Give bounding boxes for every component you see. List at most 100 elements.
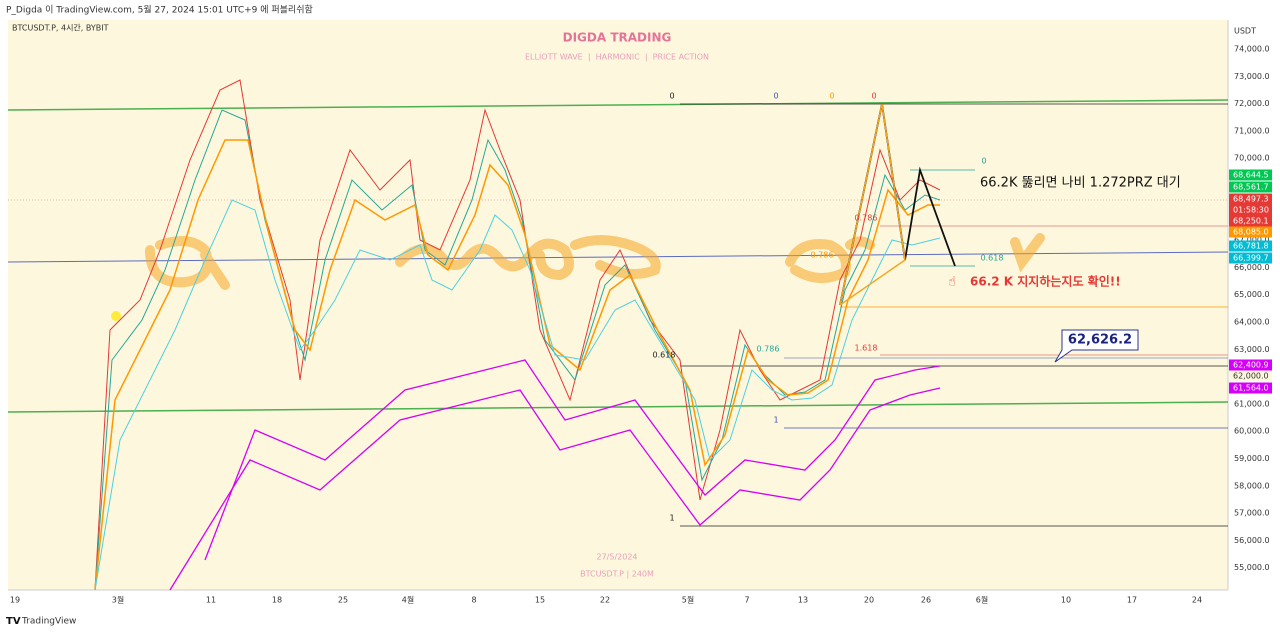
- price-tag: [1229, 193, 1272, 216]
- brand: TradingView: [21, 617, 76, 627]
- price-label: 66,000.0: [1234, 263, 1270, 272]
- marker: [111, 311, 121, 321]
- time-label: 13: [798, 596, 808, 605]
- footer: [0, 608, 1280, 634]
- highlight-marks: [145, 233, 1045, 290]
- band-lower: [169, 387, 941, 591]
- price-tag-label: 62,000.0: [1233, 372, 1269, 381]
- fib-label: 1.618: [855, 344, 878, 353]
- price-label: 71,000.0: [1234, 126, 1270, 135]
- price-label: 55,000.0: [1234, 563, 1270, 572]
- price-tag-label: 61,564.0: [1233, 384, 1269, 393]
- fib-label: 0: [773, 92, 778, 101]
- time-label: 20: [864, 596, 874, 605]
- price-label: 60,000.0: [1234, 427, 1270, 436]
- price-tag: [1229, 252, 1272, 264]
- price-label: 61,000.0: [1234, 399, 1270, 408]
- time-label: 7: [744, 596, 749, 605]
- time-label: 4월: [402, 595, 414, 605]
- price-label: 57,000.0: [1234, 509, 1270, 518]
- time-label: 3월: [112, 595, 124, 605]
- fib-label: 0: [871, 92, 876, 101]
- annotation: 66.2 K 지지하는지도 확인!!: [970, 274, 1121, 289]
- price-label: 59,000.0: [1234, 454, 1270, 463]
- fib-label: 0: [669, 92, 674, 101]
- highlight: [785, 236, 875, 283]
- time-label: 11: [206, 596, 216, 605]
- price-tag-label: 66,399.7: [1233, 254, 1269, 263]
- trend-line: [7, 401, 1229, 413]
- chart-area: [8, 20, 1228, 590]
- fib-label: 0.786: [855, 214, 878, 223]
- trend-line: [7, 99, 1229, 111]
- candles-approx: [94, 79, 941, 591]
- overlay-timeframe: BTCUSDT.P | 240M: [580, 570, 654, 579]
- price-tag-label: 62,400.9: [1233, 361, 1269, 370]
- price-series: [94, 79, 941, 591]
- fib-label: 0.618: [981, 254, 1004, 263]
- ma-line: [94, 199, 941, 591]
- fib-label: 0.786: [757, 345, 780, 354]
- harmonic-pattern: [839, 103, 906, 306]
- time-label: 6월: [976, 595, 988, 605]
- price-tag-label: 66,781.8: [1233, 242, 1269, 251]
- highlight: [395, 238, 574, 281]
- overlay-title: DIGDA TRADING: [563, 31, 672, 45]
- time-label: 10: [1061, 596, 1071, 605]
- time-label: 24: [1192, 596, 1202, 605]
- time-label: 19: [10, 596, 20, 605]
- price-label: 67,000.0: [1234, 236, 1270, 245]
- price-label: 56,000.0: [1234, 536, 1270, 545]
- price-label: 72,000.0: [1234, 99, 1270, 108]
- price-label: 64,000.0: [1234, 318, 1270, 327]
- price-label: 73,000.0: [1234, 72, 1270, 81]
- annotation: 66.2K 뚫리면 나비 1.272PRZ 대기: [980, 176, 1181, 191]
- price-label: 65,000.0: [1234, 290, 1270, 299]
- price-tag-label: 68,085.0: [1233, 228, 1269, 237]
- band-upper: [204, 359, 941, 561]
- price-tag: [1229, 215, 1272, 227]
- currency: USDT: [1234, 27, 1256, 36]
- price-tag: [1229, 382, 1272, 394]
- time-label: 18: [272, 596, 282, 605]
- time-label: 5월: [682, 595, 694, 605]
- price-tag: [1229, 181, 1272, 193]
- time-label: 22: [600, 596, 610, 605]
- price-label: 63,000.0: [1234, 345, 1270, 354]
- price-label: 74,000.0: [1234, 45, 1270, 54]
- price-tag-label: 68,561.7: [1233, 183, 1269, 192]
- price-tag: [1229, 169, 1272, 181]
- price-label: 70,000.0: [1234, 154, 1270, 163]
- countdown: 01:58:30: [1233, 206, 1269, 215]
- price-tag: [1229, 226, 1272, 238]
- highlight: [1010, 233, 1045, 273]
- price-label: 58,000.0: [1234, 481, 1270, 490]
- price-tag-label: 68,644.5: [1233, 171, 1269, 180]
- price-tag-label: 68,250.1: [1233, 217, 1269, 226]
- price-tag: [1229, 370, 1272, 382]
- fib-label: 0.618: [653, 351, 676, 360]
- overlay-subtitle: ELLIOTT WAVE | HARMONIC | PRICE ACTION: [525, 53, 709, 62]
- price-tag-label: 68,497.3: [1233, 195, 1269, 204]
- time-label: 25: [338, 596, 348, 605]
- time-label: 15: [535, 596, 545, 605]
- fib-label: 1: [669, 514, 674, 523]
- fib-label: 1: [773, 416, 778, 425]
- highlight: [145, 236, 230, 290]
- fib-label: 0: [981, 157, 986, 166]
- price-tag: [1229, 240, 1272, 252]
- time-label: 8: [471, 596, 476, 605]
- time-label: 17: [1127, 596, 1137, 605]
- symbol: BTCUSDT.P, 4시간, BYBIT: [12, 23, 109, 33]
- time-label: 26: [921, 596, 931, 605]
- price-tag: [1229, 359, 1272, 371]
- overlay-date: 27/5/2024: [596, 553, 637, 562]
- ma-line: [94, 139, 940, 591]
- fib-label: 0.786: [811, 251, 834, 260]
- callout-box: [1054, 329, 1139, 363]
- fib-label: 0: [829, 92, 834, 101]
- publish-note: P_Digda 이 TradingView.com, 5월 27, 2024 1…: [6, 4, 313, 16]
- logo: TV: [6, 616, 21, 627]
